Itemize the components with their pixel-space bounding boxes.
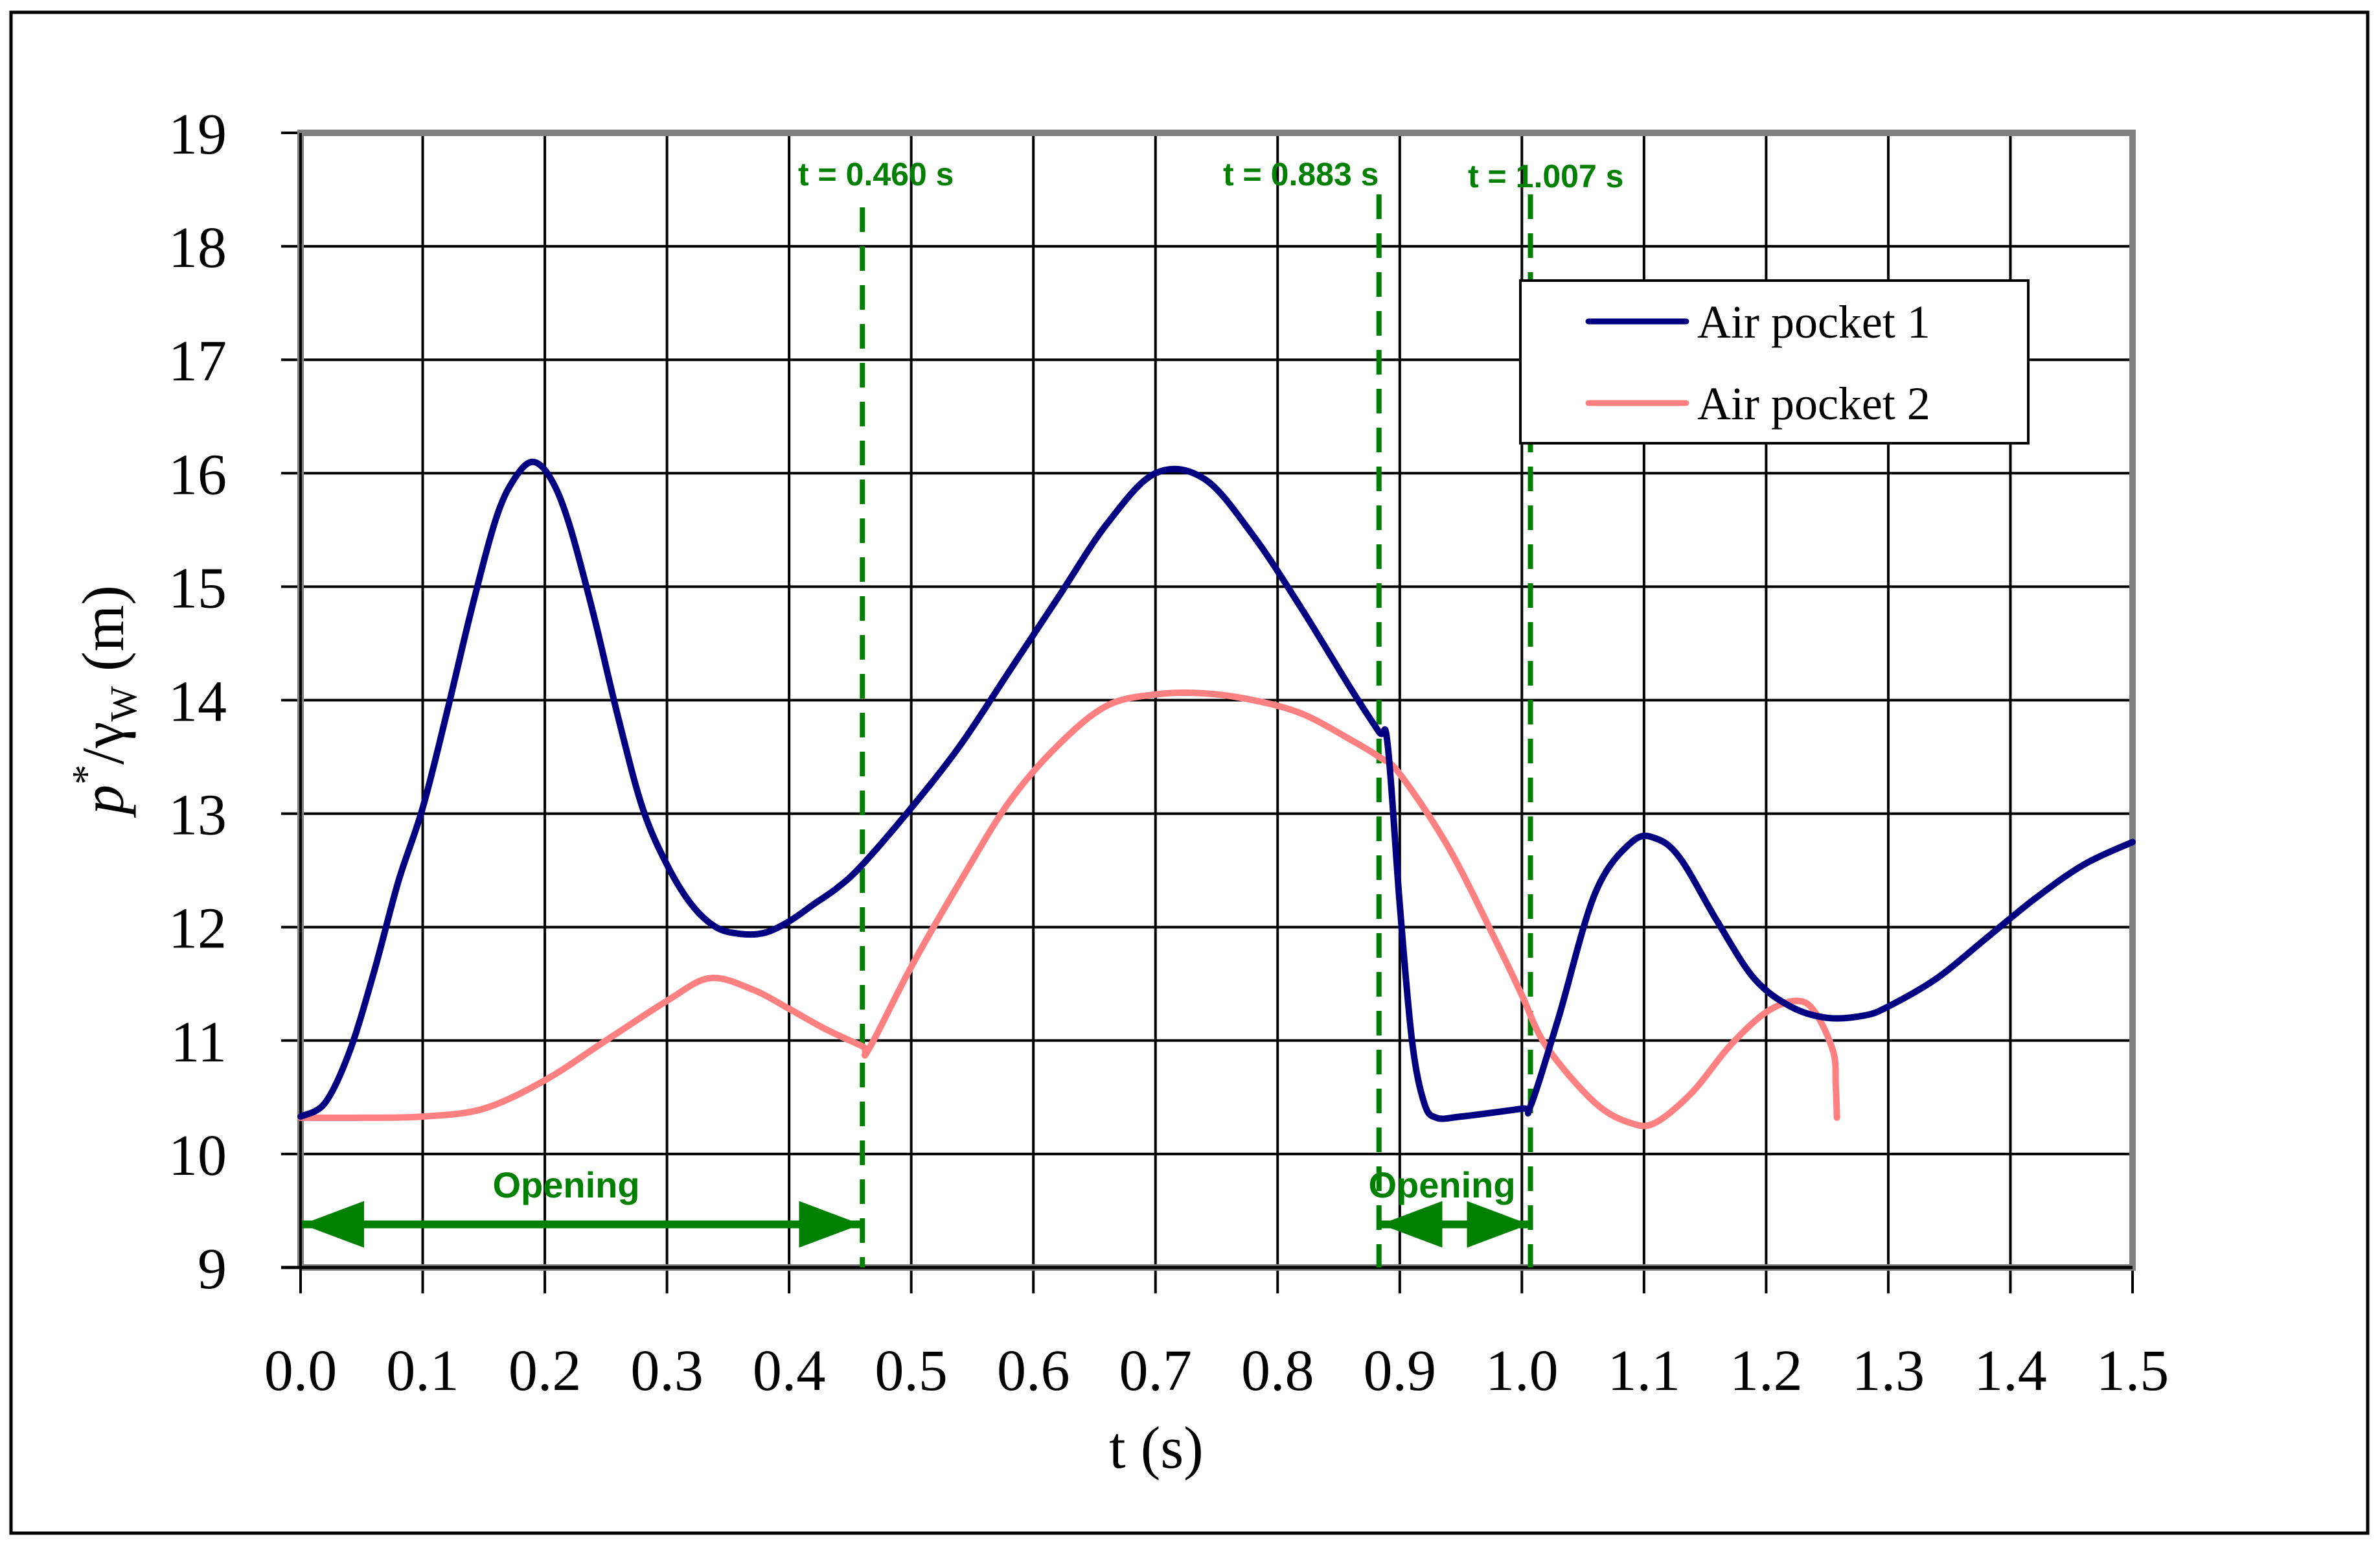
x-tick-label: 0.4 bbox=[753, 1339, 826, 1403]
y-tick-label: 14 bbox=[168, 670, 227, 734]
x-tick-label: 1.5 bbox=[2096, 1339, 2169, 1403]
opening-label: Opening bbox=[492, 1164, 639, 1205]
outer-frame bbox=[9, 10, 2370, 1535]
y-tick-label: 11 bbox=[170, 1010, 227, 1074]
data-series bbox=[297, 458, 2136, 1129]
x-tick-label: 1.4 bbox=[1974, 1339, 2047, 1403]
y-tick-label: 17 bbox=[168, 329, 227, 393]
y-tick-label: 13 bbox=[168, 783, 227, 848]
legend-box bbox=[1519, 279, 2030, 445]
series-air-pocket-2 bbox=[297, 689, 1840, 1129]
legend: Air pocket 1 Air pocket 2 bbox=[1519, 279, 2030, 445]
x-tick-label: 1.0 bbox=[1485, 1339, 1559, 1403]
x-tick-label: 0.6 bbox=[997, 1339, 1070, 1403]
legend-label-air-pocket-1: Air pocket 1 bbox=[1697, 296, 1930, 348]
x-tick-label: 0.3 bbox=[630, 1339, 704, 1403]
y-axis-ticks: 9 10 11 12 13 14 15 16 17 18 19 bbox=[168, 102, 227, 1301]
y-tick-label: 19 bbox=[168, 102, 227, 167]
opening-label: Opening bbox=[1368, 1164, 1515, 1205]
x-tick-label: 0.1 bbox=[386, 1339, 459, 1403]
x-tick-label: 0.5 bbox=[875, 1339, 948, 1403]
x-axis-title: t (s) bbox=[1109, 1415, 1204, 1481]
x-axis-ticks: 0.0 0.1 0.2 0.3 0.4 0.5 0.6 0.7 0.8 0.9 1.0 1.1 1.2 1… bbox=[264, 1339, 2169, 1403]
y-tick-label: 18 bbox=[168, 216, 227, 280]
x-tick-label: 0.2 bbox=[509, 1339, 582, 1403]
y-axis-title: p*/γW (m) bbox=[65, 585, 144, 818]
y-tick-label: 9 bbox=[198, 1237, 227, 1301]
event-label: t = 0.460 s bbox=[798, 156, 954, 192]
x-tick-label: 1.1 bbox=[1608, 1339, 1681, 1403]
x-tick-label: 0.0 bbox=[264, 1339, 338, 1403]
y-tick-label: 15 bbox=[168, 556, 227, 620]
plot-area-border bbox=[281, 130, 2136, 1293]
event-label: t = 1.007 s bbox=[1468, 158, 1623, 194]
y-tick-label: 10 bbox=[168, 1124, 227, 1188]
y-tick-label: 12 bbox=[168, 897, 227, 961]
x-tick-label: 0.7 bbox=[1119, 1339, 1192, 1403]
x-tick-label: 0.9 bbox=[1364, 1339, 1437, 1403]
x-tick-label: 1.3 bbox=[1852, 1339, 1925, 1403]
y-tick-label: 16 bbox=[168, 443, 227, 507]
event-label: t = 0.883 s bbox=[1223, 156, 1379, 192]
series-air-pocket-1 bbox=[297, 458, 2136, 1122]
legend-label-air-pocket-2: Air pocket 2 bbox=[1697, 378, 1930, 430]
opening-arrows: Opening Opening bbox=[302, 1164, 1529, 1248]
x-tick-label: 0.8 bbox=[1241, 1339, 1314, 1403]
x-tick-label: 1.2 bbox=[1730, 1339, 1803, 1403]
